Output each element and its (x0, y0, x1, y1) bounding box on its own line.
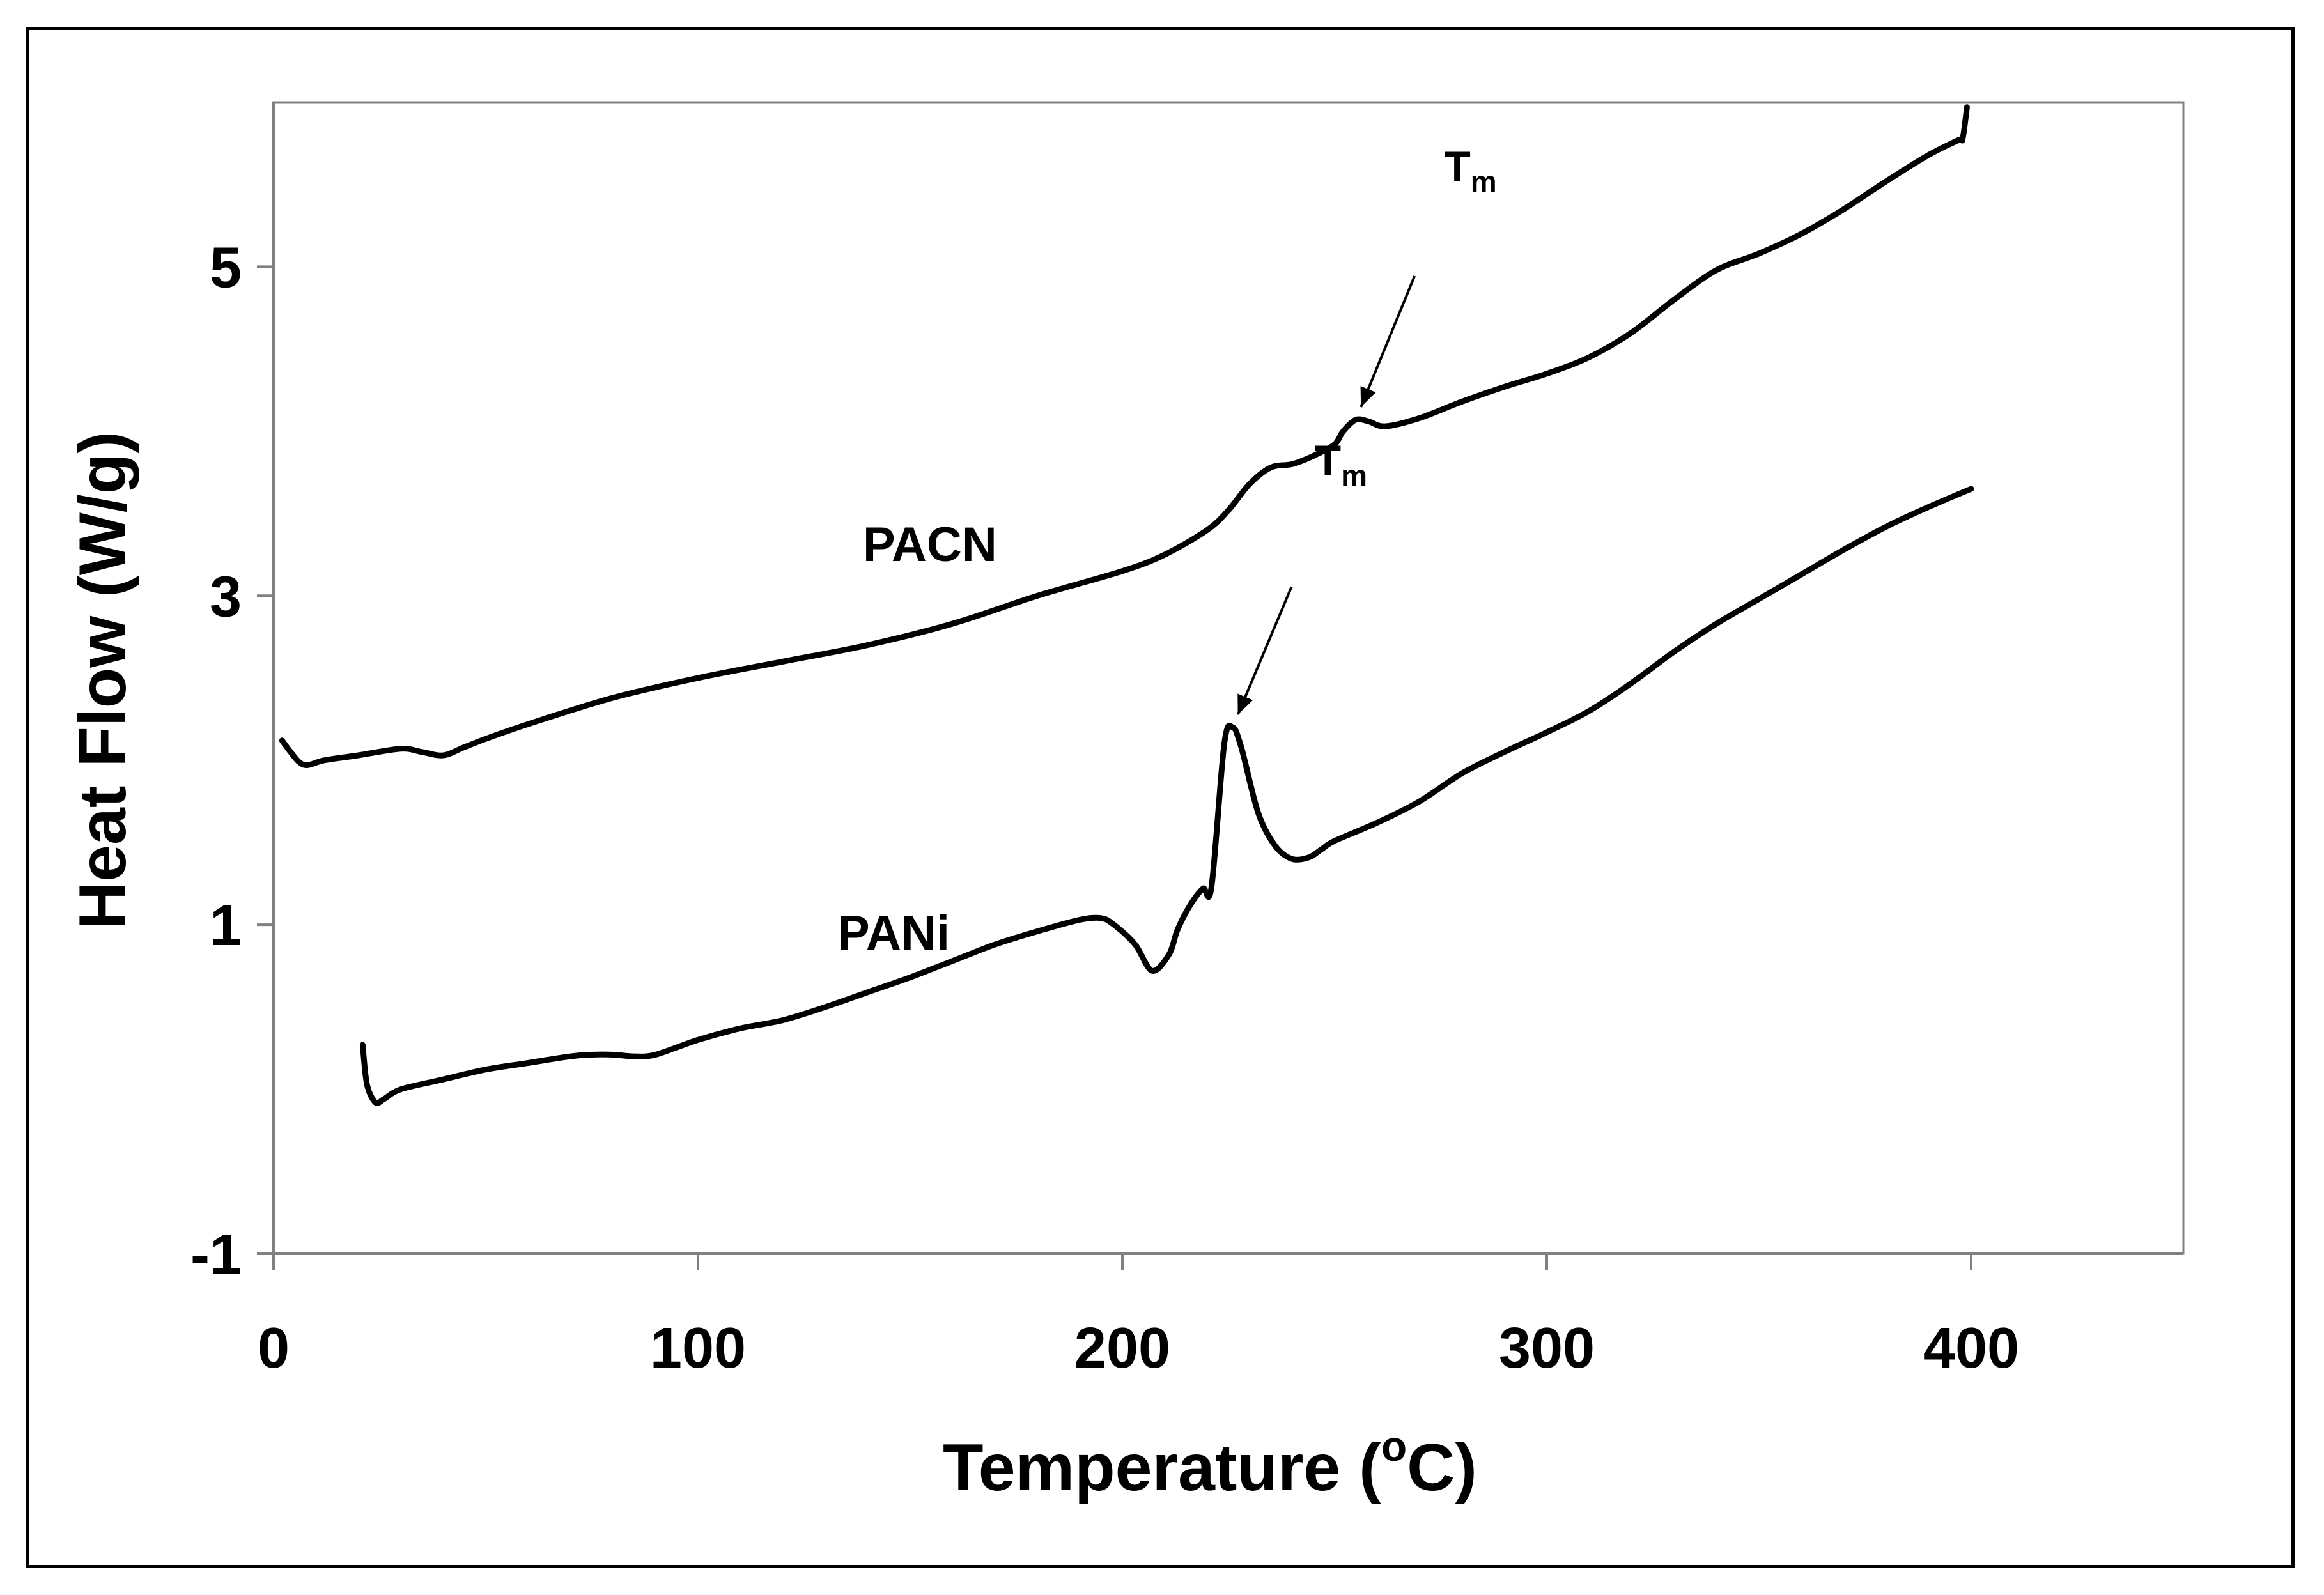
annotation-tm-label: Tm (1315, 436, 1367, 492)
x-tick-label: 400 (1923, 1316, 2019, 1380)
x-tick-label: 200 (1074, 1316, 1170, 1380)
y-tick-label: 5 (210, 236, 242, 300)
y-tick-label: 3 (210, 565, 242, 629)
series-lines (279, 104, 1974, 1106)
annotation-arrowhead (1360, 386, 1376, 407)
x-axis-ticks: 0 100 200 300 400 (258, 1254, 2019, 1380)
series-line-pacn (279, 104, 1970, 768)
annotation-arrow-line (1360, 275, 1416, 408)
series-label-pacn: PACN (863, 518, 997, 572)
annotation-arrowhead (1237, 693, 1253, 715)
y-axis-title: Heat Flow (W/g) (66, 431, 140, 930)
annotation-tm-subscript: m (1341, 459, 1367, 492)
x-tick-label: 300 (1499, 1316, 1595, 1380)
annotation-tm-subscript: m (1471, 165, 1497, 198)
x-tick-label: 0 (258, 1316, 290, 1380)
series-label-pani: PANi (837, 906, 950, 960)
x-axis-title-sup: o (1381, 1422, 1407, 1470)
x-axis-title-main: Temperature ( (943, 1431, 1381, 1505)
annotation-tm-label: Tm (1444, 143, 1496, 198)
y-tick-label: 1 (210, 894, 242, 958)
chart-frame (26, 27, 2295, 1568)
plot-area-border (272, 101, 2185, 1255)
annotation-tm-base: T (1444, 143, 1471, 191)
annotation-arrow-line (1236, 586, 1293, 716)
x-axis-title-end: C) (1407, 1431, 1477, 1505)
x-tick-label: 100 (650, 1316, 746, 1380)
y-axis-ticks: -1 1 3 5 (190, 236, 274, 1287)
series-line-pani (359, 486, 1974, 1106)
y-tick-label: -1 (190, 1223, 242, 1287)
x-axis-title: Temperature (oC) (943, 1422, 1477, 1505)
annotation-tm-base: T (1315, 436, 1342, 485)
